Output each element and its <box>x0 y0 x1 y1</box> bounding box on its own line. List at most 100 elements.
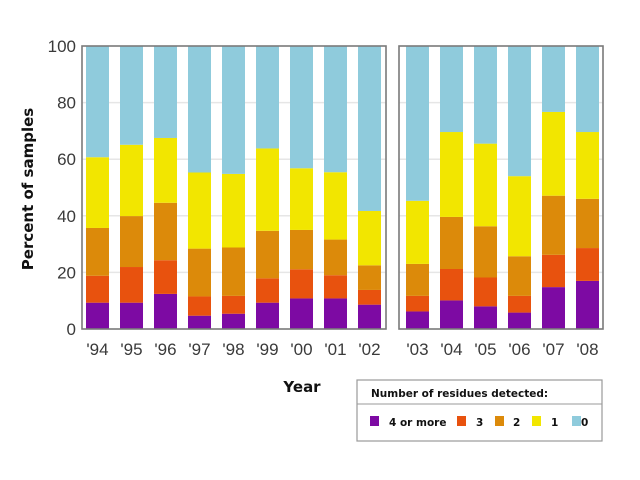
y-axis-ticks: 0 20 40 60 80 100 <box>48 37 76 339</box>
panel-frame <box>398 45 604 330</box>
bar-segment-0 <box>474 46 497 144</box>
legend-label: 3 <box>476 417 483 429</box>
legend: Number of residues detected: 4 or more 3 2… <box>356 379 603 442</box>
bar-segment-3 <box>154 260 177 294</box>
y-tick-label: 60 <box>57 150 76 169</box>
x-axis-title: Year <box>282 378 321 396</box>
x-tick-label: '03 <box>406 340 428 359</box>
y-tick-label: 80 <box>57 94 76 113</box>
bar-segment-2 <box>290 229 313 270</box>
x-tick-label: '07 <box>542 340 564 359</box>
y-axis-title: Percent of samples <box>19 108 37 270</box>
bar-segment-3 <box>256 278 279 303</box>
bar-segment-1 <box>154 137 177 203</box>
legend-items: 4 or more 3 2 1 0 <box>370 416 588 429</box>
bar-segment-0 <box>86 46 109 158</box>
x-tick-label: '05 <box>474 340 496 359</box>
bar-segment-3 <box>86 275 109 303</box>
legend-label: 0 <box>581 417 588 429</box>
panel-frame <box>81 45 387 330</box>
x-tick-label: '98 <box>222 340 244 359</box>
bar-segment-3 <box>406 295 429 312</box>
bar-segment-1 <box>324 172 347 240</box>
bar-segment-2 <box>222 247 245 296</box>
bar-segment-2 <box>86 227 109 276</box>
bar-segment-0 <box>256 46 279 149</box>
bar-segment-1 <box>86 157 109 228</box>
bar-segment-1 <box>120 144 143 217</box>
bar-segment-0 <box>154 46 177 138</box>
bar-segment-3 <box>576 248 599 281</box>
legend-swatch <box>457 416 466 426</box>
bar-segment-4-or-more <box>324 298 347 329</box>
legend-swatch <box>495 416 504 426</box>
bar-segment-3 <box>440 269 463 301</box>
bar-segment-2 <box>508 256 531 296</box>
y-tick-label: 100 <box>48 37 76 56</box>
bar-segment-3 <box>324 275 347 299</box>
bar-segment-0 <box>188 46 211 173</box>
bar-segment-1 <box>576 132 599 199</box>
legend-label: 2 <box>513 417 520 429</box>
bar-segment-2 <box>474 226 497 278</box>
x-tick-label: '96 <box>154 340 176 359</box>
y-tick-label: 20 <box>57 263 76 282</box>
x-axis-ticks: '94 '95 '96 '97 '98 '99 '00 '01 '02 '03 '04 '05 '06 '… <box>86 340 598 359</box>
x-tick-label: '08 <box>576 340 598 359</box>
bar-segment-0 <box>542 46 565 112</box>
bar-segment-2 <box>188 248 211 297</box>
bar-segment-4-or-more <box>154 293 177 329</box>
bar-segment-3 <box>358 289 381 305</box>
bar-segment-4-or-more <box>542 287 565 329</box>
x-tick-label: '95 <box>120 340 142 359</box>
x-tick-label: '06 <box>508 340 530 359</box>
bar-segment-1 <box>188 172 211 249</box>
bar-segment-0 <box>440 46 463 133</box>
bar-segment-1 <box>290 168 313 230</box>
x-tick-label: '01 <box>324 340 346 359</box>
bar-segment-0 <box>222 46 245 174</box>
legend-label: 1 <box>551 417 558 429</box>
bar-segment-4-or-more <box>256 302 279 329</box>
x-tick-label: '99 <box>256 340 278 359</box>
bar-segment-1 <box>542 111 565 196</box>
bar-segment-4-or-more <box>576 280 599 329</box>
bar-segment-2 <box>358 265 381 290</box>
bar-segment-0 <box>406 46 429 201</box>
x-tick-label: '04 <box>440 340 462 359</box>
y-tick-label: 40 <box>57 207 76 226</box>
bar-segment-2 <box>324 239 347 276</box>
bar-segment-2 <box>576 198 599 249</box>
legend-title: Number of residues detected: <box>371 388 548 400</box>
panel-frames <box>81 45 604 330</box>
bar-segment-0 <box>508 46 531 177</box>
bar-segment-1 <box>358 210 381 266</box>
bar-segment-4-or-more <box>86 302 109 329</box>
bar-segment-4-or-more <box>474 306 497 329</box>
bars <box>86 46 599 329</box>
x-tick-label: '02 <box>358 340 380 359</box>
legend-swatch <box>370 416 379 426</box>
x-tick-label: '94 <box>86 340 108 359</box>
bar-segment-0 <box>290 46 313 169</box>
bar-segment-3 <box>508 295 531 313</box>
bar-segment-1 <box>406 200 429 264</box>
legend-label: 4 or more <box>389 417 446 429</box>
bar-segment-0 <box>120 46 143 145</box>
bar-segment-3 <box>120 267 143 303</box>
bar-segment-0 <box>358 46 381 211</box>
bar-segment-4-or-more <box>358 304 381 329</box>
bar-segment-1 <box>508 176 531 257</box>
bar-segment-4-or-more <box>406 311 429 329</box>
bar-segment-0 <box>324 46 347 173</box>
bar-segment-3 <box>222 295 245 314</box>
bar-segment-2 <box>440 216 463 270</box>
bar-segment-3 <box>542 254 565 288</box>
bar-segment-2 <box>154 202 177 261</box>
x-tick-label: '00 <box>290 340 312 359</box>
legend-swatch <box>572 416 581 426</box>
bar-segment-1 <box>474 143 497 227</box>
bar-segment-4-or-more <box>290 298 313 329</box>
bar-segment-1 <box>256 148 279 231</box>
